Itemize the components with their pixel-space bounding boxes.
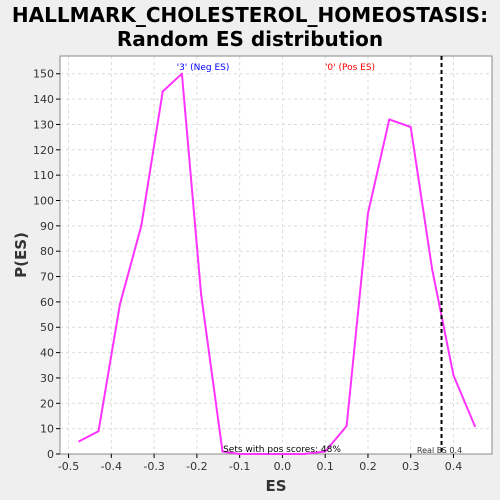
- data-point: [409, 125, 412, 128]
- y-tick-label: 110: [33, 169, 54, 182]
- data-point: [221, 450, 224, 453]
- y-tick-label: 70: [40, 271, 54, 284]
- data-point: [366, 212, 369, 215]
- y-tick-label: 100: [33, 194, 54, 207]
- x-tick-label: 0.2: [359, 460, 377, 473]
- y-tick-label: 20: [40, 397, 54, 410]
- y-tick-label: 10: [40, 423, 54, 436]
- series-line: [78, 72, 476, 455]
- x-tick-label: -0.2: [186, 460, 207, 473]
- neg-es-annotation: '3' (Neg ES): [177, 63, 230, 73]
- data-point: [180, 72, 183, 75]
- x-tick-label: -0.4: [101, 460, 122, 473]
- data-point: [281, 453, 284, 455]
- x-tick-label: -0.5: [58, 460, 79, 473]
- y-tick-label: 120: [33, 144, 54, 157]
- y-tick-label: 90: [40, 220, 54, 233]
- x-tick-label: -0.1: [229, 460, 250, 473]
- y-tick-label: 0: [47, 448, 54, 461]
- data-point: [324, 450, 327, 453]
- data-point: [473, 425, 476, 428]
- real-es-label: Real ES 0.4: [417, 446, 462, 455]
- y-tick-label: 40: [40, 347, 54, 360]
- y-tick-label: 130: [33, 118, 54, 131]
- x-tick-label: 0.3: [402, 460, 420, 473]
- data-point: [302, 453, 305, 455]
- data-point: [260, 453, 263, 455]
- x-axis-label: ES: [265, 477, 286, 495]
- data-point: [118, 303, 121, 306]
- y-tick-label: 80: [40, 245, 54, 258]
- data-point: [140, 224, 143, 227]
- data-point: [97, 430, 100, 433]
- x-tick-label: 0.0: [274, 460, 292, 473]
- data-point: [238, 453, 241, 455]
- pos-es-annotation: '0' (Pos ES): [325, 63, 375, 73]
- data-point: [161, 90, 164, 93]
- data-point: [345, 425, 348, 428]
- x-tick-label: -0.3: [143, 460, 164, 473]
- x-tick-label: 0.4: [445, 460, 463, 473]
- x-tick-label: 0.1: [316, 460, 334, 473]
- data-point: [388, 118, 391, 121]
- data-point: [200, 293, 203, 296]
- plot-area: [60, 56, 492, 454]
- pos-scores-annotation: Sets with pos scores: 48%: [223, 445, 341, 455]
- y-tick-label: 30: [40, 372, 54, 385]
- y-tick-label: 50: [40, 321, 54, 334]
- y-tick-label: 150: [33, 68, 54, 81]
- y-tick-label: 140: [33, 93, 54, 106]
- y-tick-label: 60: [40, 296, 54, 309]
- y-axis-label: P(ES): [12, 232, 30, 278]
- data-point: [78, 440, 81, 443]
- data-point: [452, 374, 455, 377]
- chart-title-line-1: HALLMARK_CHOLESTEROL_HOMEOSTASIS:: [11, 3, 489, 27]
- chart-title-line-2: Random ES distribution: [116, 27, 384, 51]
- data-point: [431, 267, 434, 270]
